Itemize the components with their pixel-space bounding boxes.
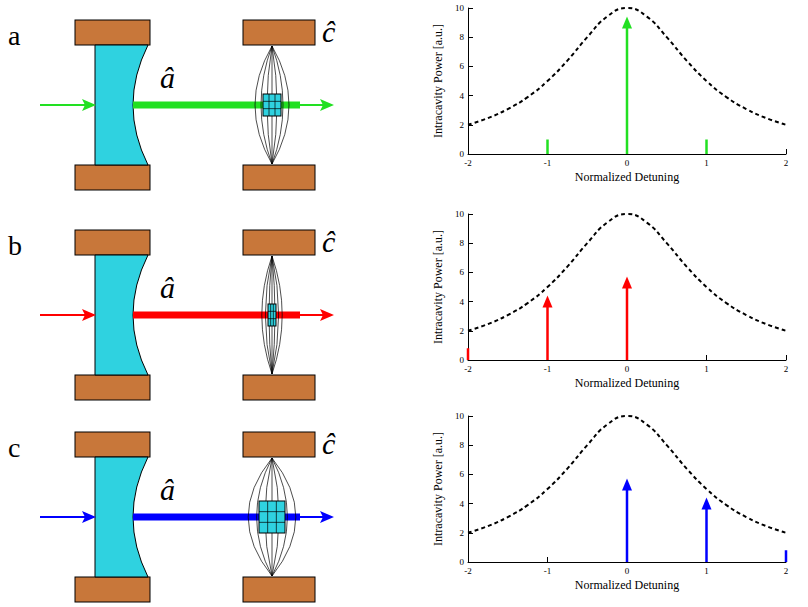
svg-text:-1: -1 [544,158,552,168]
svg-text:Normalized Detuning: Normalized Detuning [575,578,679,592]
svg-text:2: 2 [784,566,789,576]
svg-text:10: 10 [455,209,465,219]
svg-text:2: 2 [460,326,465,336]
svg-text:Normalized Detuning: Normalized Detuning [575,376,679,390]
svg-text:6: 6 [460,61,465,71]
svg-text:c: c [8,432,20,463]
svg-text:8: 8 [460,32,465,42]
svg-text:2: 2 [784,158,789,168]
svg-text:0: 0 [459,149,464,159]
svg-text:8: 8 [460,238,465,248]
svg-text:ĉ: ĉ [322,427,336,460]
svg-text:a: a [8,20,21,51]
svg-text:Intracavity Power [a.u.]: Intracavity Power [a.u.] [431,24,445,138]
svg-text:-1: -1 [544,566,552,576]
svg-text:-2: -2 [464,566,472,576]
svg-text:4: 4 [460,91,465,101]
svg-text:-2: -2 [464,364,472,374]
svg-text:2: 2 [460,120,465,130]
svg-text:â: â [160,271,175,304]
svg-text:b: b [8,230,22,261]
svg-text:2: 2 [784,364,789,374]
svg-text:4: 4 [460,297,465,307]
svg-text:6: 6 [460,267,465,277]
svg-text:10: 10 [455,411,465,421]
svg-text:6: 6 [460,469,465,479]
svg-text:1: 1 [704,158,709,168]
svg-text:â: â [160,473,175,506]
svg-text:0: 0 [625,566,630,576]
svg-text:â: â [160,61,175,94]
svg-text:4: 4 [460,499,465,509]
svg-text:1: 1 [704,364,709,374]
svg-text:0: 0 [625,364,630,374]
svg-text:Intracavity Power [a.u.]: Intracavity Power [a.u.] [431,230,445,344]
svg-text:-1: -1 [544,364,552,374]
svg-text:Intracavity Power [a.u.]: Intracavity Power [a.u.] [431,432,445,546]
svg-text:Normalized Detuning: Normalized Detuning [575,170,679,184]
svg-text:0: 0 [459,557,464,567]
svg-text:0: 0 [625,158,630,168]
svg-text:ĉ: ĉ [322,15,336,48]
svg-text:8: 8 [460,440,465,450]
svg-text:10: 10 [455,3,465,13]
svg-text:1: 1 [704,566,709,576]
svg-text:0: 0 [459,355,464,365]
svg-text:-2: -2 [464,158,472,168]
svg-text:ĉ: ĉ [322,225,336,258]
svg-text:2: 2 [460,528,465,538]
